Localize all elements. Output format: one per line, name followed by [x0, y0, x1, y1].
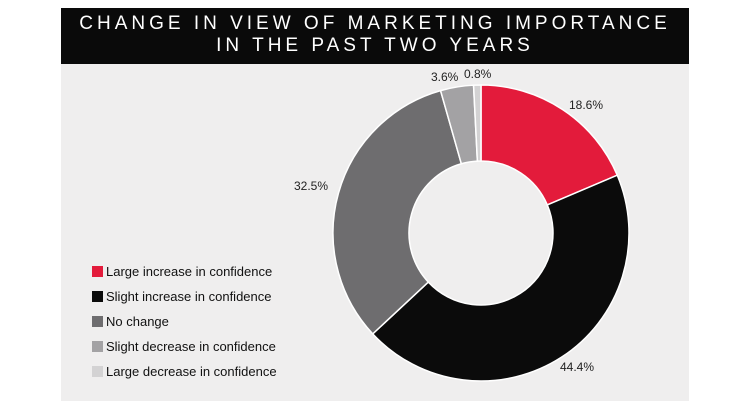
legend-item-2: Slight increase in confidence — [92, 284, 277, 309]
chart-title-line-2: IN THE PAST TWO YEARS — [216, 35, 534, 56]
legend-label: Slight increase in confidence — [106, 289, 272, 304]
legend-swatch — [92, 316, 103, 327]
slice-value-label-5: 0.8% — [464, 67, 492, 81]
legend-item-5: Large decrease in confidence — [92, 359, 277, 384]
slice-value-label-1: 18.6% — [569, 98, 603, 112]
chart-title-line-1: CHANGE IN VIEW OF MARKETING IMPORTANCE — [79, 13, 671, 34]
chart-panel: CHANGE IN VIEW OF MARKETING IMPORTANCE I… — [61, 8, 689, 401]
legend-swatch — [92, 366, 103, 377]
legend-label: Large decrease in confidence — [106, 364, 277, 379]
legend-item-1: Large increase in confidence — [92, 259, 277, 284]
legend-swatch — [92, 341, 103, 352]
chart-legend: Large increase in confidence Slight incre… — [92, 259, 277, 384]
legend-swatch — [92, 291, 103, 302]
legend-item-4: Slight decrease in confidence — [92, 334, 277, 359]
slice-value-label-2: 44.4% — [560, 360, 594, 374]
donut-slice-5 — [472, 84, 482, 162]
slice-value-label-3: 32.5% — [294, 179, 328, 193]
donut-chart: 18.6% 44.4% 32.5% 3.6% 0.8% — [294, 67, 630, 382]
legend-label: Slight decrease in confidence — [106, 339, 276, 354]
legend-label: No change — [106, 314, 169, 329]
slice-value-label-4: 3.6% — [431, 70, 459, 84]
legend-swatch — [92, 266, 103, 277]
chart-title-bar: CHANGE IN VIEW OF MARKETING IMPORTANCE I… — [61, 8, 689, 64]
legend-label: Large increase in confidence — [106, 264, 273, 279]
donut-slice-2 — [371, 174, 630, 382]
legend-item-3: No change — [92, 309, 277, 334]
donut-slice-1 — [480, 84, 619, 206]
donut-slice-3 — [332, 89, 463, 335]
